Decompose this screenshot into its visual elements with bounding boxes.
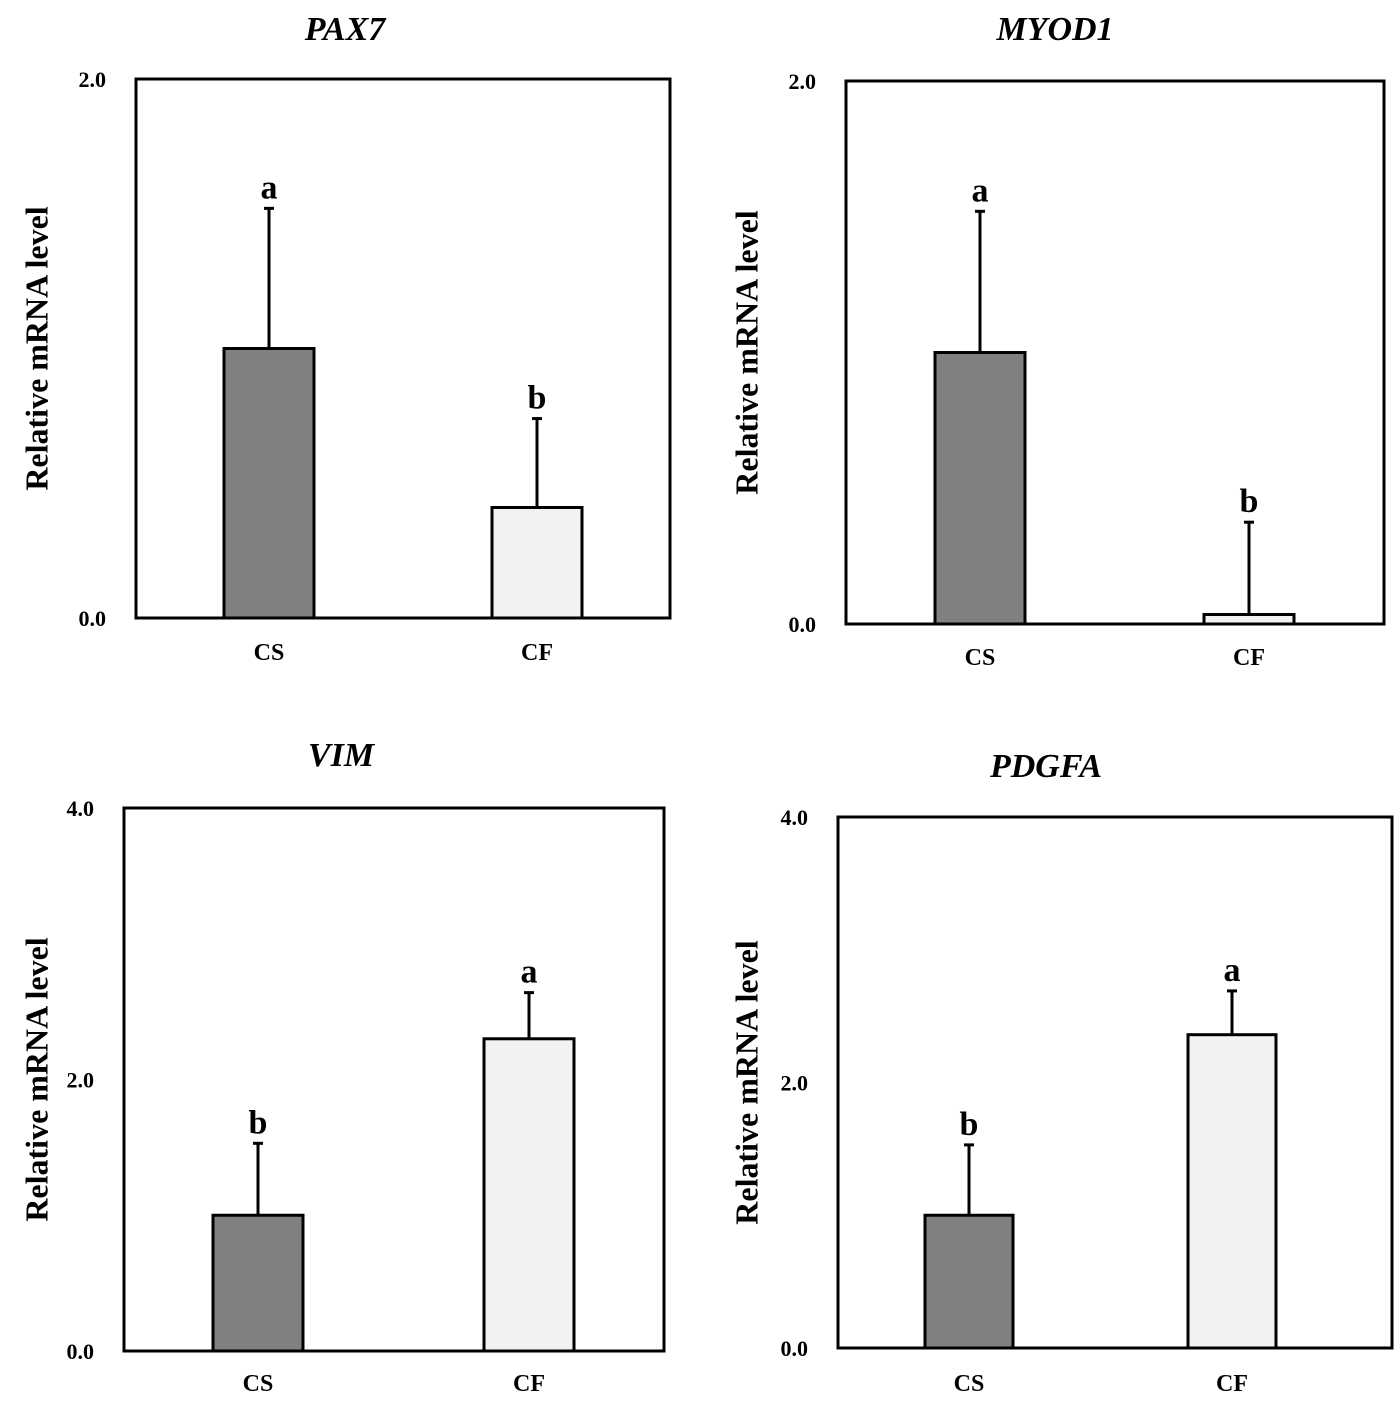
chart-panel-pax7: PAX7 0.0 2.0 Relative mRNA level a CS b CF: [18, 11, 672, 666]
y-axis-label: Relative mRNA level: [18, 937, 54, 1221]
plot-frame: [134, 77, 672, 620]
bar-cf: [1202, 612, 1296, 626]
bar-cs: [211, 1213, 305, 1353]
significance-letter: b: [528, 380, 547, 417]
plot-frame: [836, 815, 1394, 1350]
y-tick-label: 0.0: [781, 1336, 809, 1361]
x-tick-label: CS: [243, 1371, 274, 1397]
x-tick-label: CF: [1233, 645, 1265, 671]
chart-panel-myod1: MYOD1 0.0 2.0 Relative mRNA level a CS b CF: [728, 11, 1386, 671]
bar-cs: [923, 1213, 1015, 1350]
significance-letter: a: [261, 169, 278, 206]
significance-letter: a: [521, 954, 538, 991]
y-axis-label: Relative mRNA level: [728, 940, 764, 1224]
significance-letter: b: [249, 1104, 268, 1141]
chart-title: PAX7: [304, 11, 388, 48]
chart-panel-pdgfa: PDGFA 0.0 2.0 4.0 Relative mRNA level b CS a CF: [728, 748, 1394, 1397]
bar-cf: [482, 1037, 576, 1353]
y-tick-label: 0.0: [67, 1339, 95, 1364]
y-tick-label: 4.0: [67, 796, 95, 821]
chart-title: MYOD1: [995, 11, 1113, 48]
y-tick-label: 2.0: [67, 1068, 95, 1093]
bar-cs: [933, 351, 1027, 626]
chart-title: PDGFA: [989, 748, 1102, 785]
y-tick-label: 0.0: [789, 612, 817, 637]
y-tick-label: 0.0: [79, 606, 107, 631]
x-tick-label: CF: [521, 640, 553, 666]
y-axis-label: Relative mRNA level: [728, 210, 764, 494]
y-tick-label: 2.0: [79, 67, 107, 92]
x-tick-label: CF: [513, 1371, 545, 1397]
y-tick-label: 2.0: [781, 1071, 809, 1096]
chart-title: VIM: [308, 737, 376, 774]
y-tick-label: 4.0: [781, 805, 809, 830]
x-tick-label: CS: [965, 645, 996, 671]
plot-frame: [122, 806, 666, 1353]
significance-letter: a: [972, 172, 989, 209]
chart-panel-vim: VIM 0.0 2.0 4.0 Relative mRNA level b CS a CF: [18, 737, 666, 1397]
y-tick-label: 2.0: [789, 69, 817, 94]
significance-letter: b: [960, 1106, 979, 1143]
significance-letter: b: [1240, 483, 1259, 520]
bar-cf: [490, 506, 584, 620]
x-tick-label: CS: [954, 1371, 985, 1397]
x-tick-label: CF: [1216, 1371, 1248, 1397]
bar-cf: [1186, 1033, 1278, 1350]
x-tick-label: CS: [254, 640, 285, 666]
significance-letter: a: [1224, 952, 1241, 989]
y-axis-label: Relative mRNA level: [18, 206, 54, 490]
plot-frame: [844, 79, 1386, 626]
bar-cs: [222, 347, 316, 620]
